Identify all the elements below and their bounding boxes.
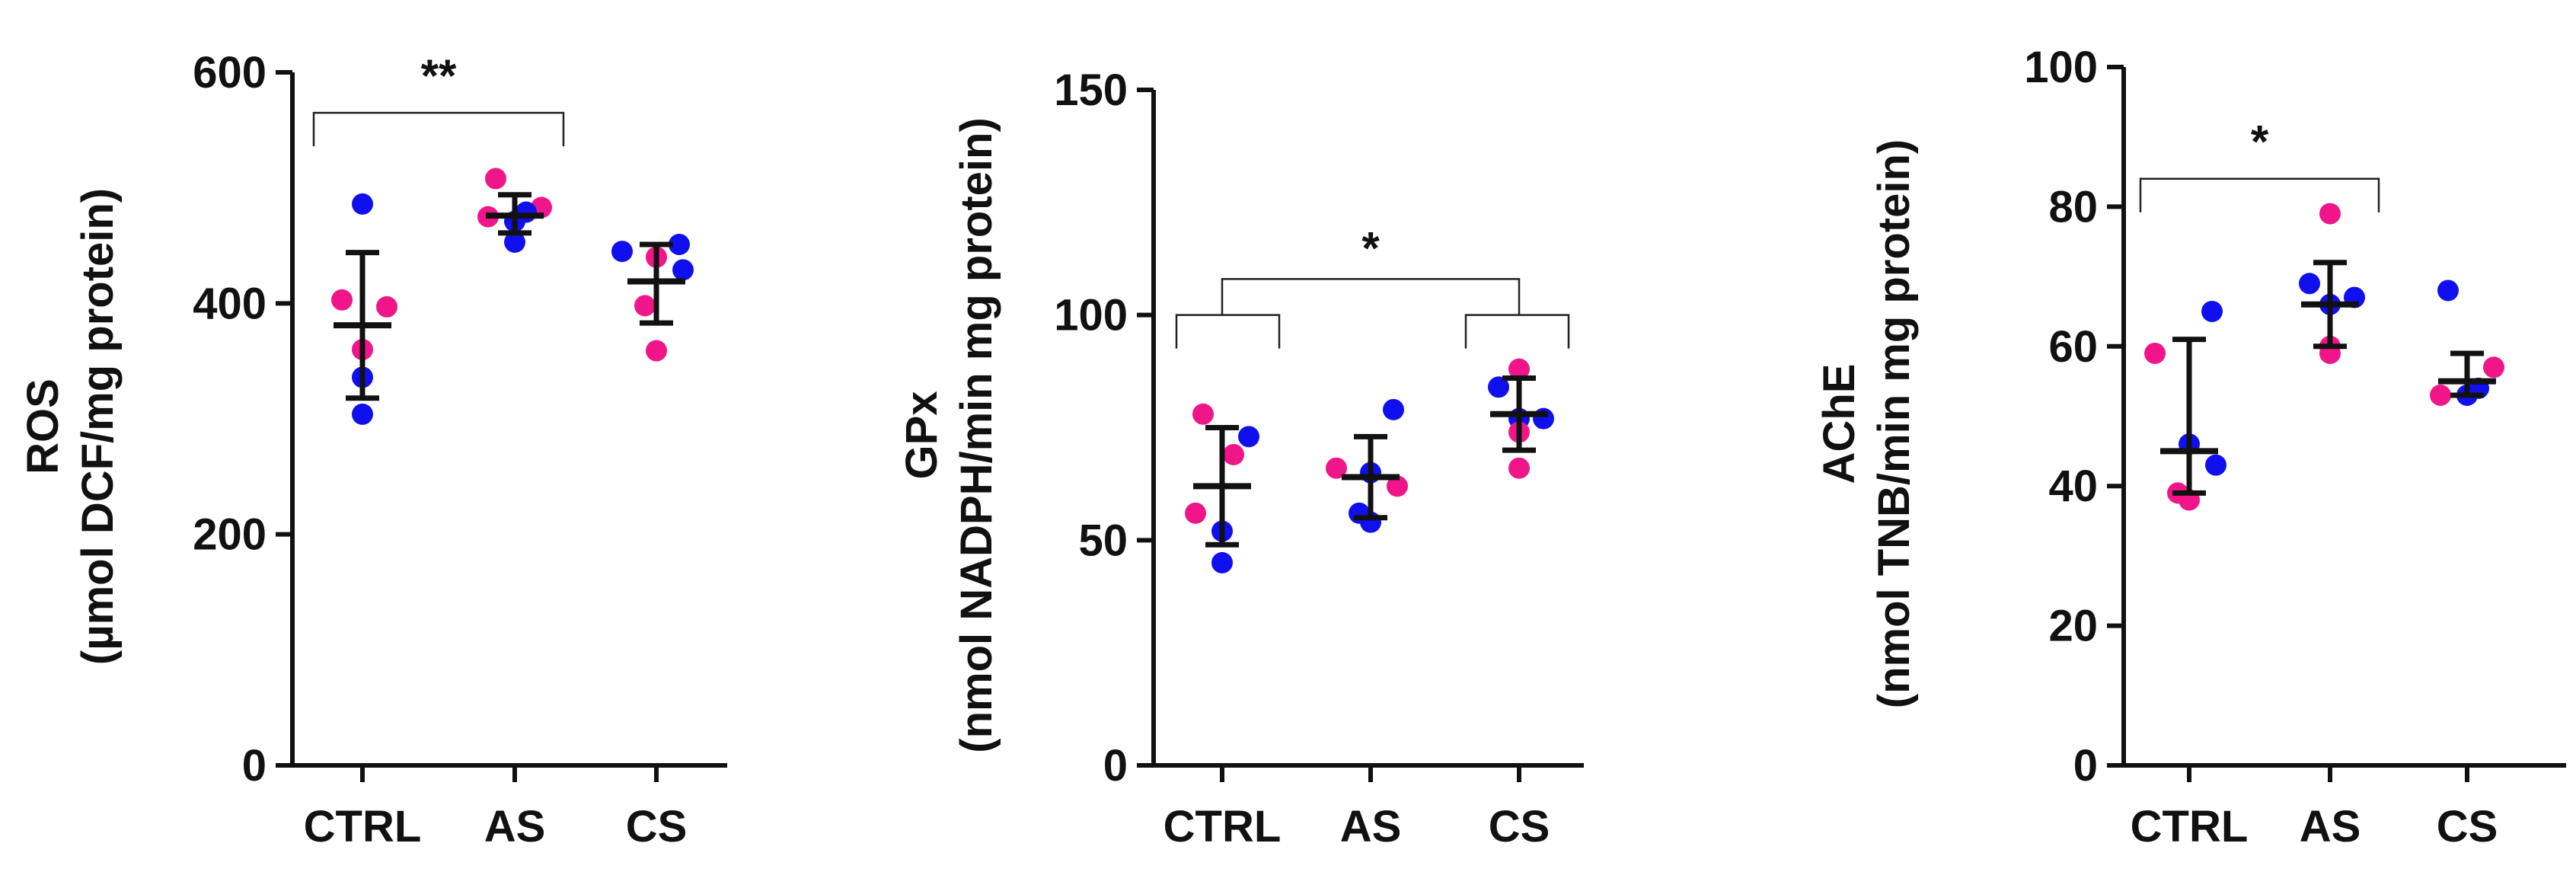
y-tick-label: 400 <box>193 279 267 328</box>
data-point-cs <box>634 295 656 317</box>
y-axis-title: GPx <box>897 391 946 479</box>
data-point-ctrl <box>2144 342 2166 364</box>
x-tick-label-ctrl: CTRL <box>1164 802 1282 851</box>
x-tick-label-as: AS <box>484 802 546 851</box>
data-point-as <box>485 168 506 190</box>
x-tick-label-ctrl: CTRL <box>304 802 422 851</box>
data-point-cs <box>669 233 690 255</box>
data-point-ctrl <box>352 403 373 425</box>
data-point-as <box>2299 273 2320 295</box>
y-tick-label: 0 <box>242 741 267 791</box>
data-point-cs <box>672 259 694 281</box>
data-point-ctrl <box>331 289 353 311</box>
y-tick-label: 80 <box>2048 182 2098 232</box>
significance-label: * <box>2251 117 2269 168</box>
y-axis-units: (nmol NADPH/min mg protein) <box>952 117 1001 753</box>
y-axis-title: ROS <box>18 379 68 474</box>
y-tick-label: 100 <box>2024 43 2098 92</box>
chart-panel-3: 0 20 40 60 80 100 CTRL AS CS AChE (nmol TNB/min mg… <box>1815 43 2566 851</box>
y-tick-label: 150 <box>1054 65 1128 115</box>
x-tick-label-as: AS <box>2300 802 2361 851</box>
significance-bracket-left <box>1175 314 1281 349</box>
y-axis-units: (µmol DCF/mg protein) <box>73 188 123 665</box>
y-tick-label: 100 <box>1054 291 1128 340</box>
y-tick-label: 20 <box>2048 602 2098 651</box>
data-point-as <box>1383 398 1404 420</box>
y-tick-label: 50 <box>1078 516 1128 565</box>
data-point-cs <box>1508 457 1530 479</box>
data-point-ctrl <box>2201 300 2223 322</box>
y-tick-label: 60 <box>2048 322 2098 372</box>
y-tick-label: 600 <box>193 48 267 97</box>
data-point-ctrl <box>1238 426 1259 448</box>
y-tick-label: 0 <box>2073 741 2098 791</box>
significance-label: ** <box>421 50 457 101</box>
data-point-as <box>2319 203 2341 225</box>
data-point-ctrl <box>376 295 397 318</box>
data-point-cs <box>1508 358 1530 380</box>
significance-bracket-outer <box>1221 278 1521 315</box>
data-point-as <box>504 231 525 253</box>
data-point-cs <box>2483 356 2504 379</box>
significance-label: * <box>1361 222 1380 273</box>
x-tick-label-ctrl: CTRL <box>2131 802 2249 851</box>
y-tick-label: 200 <box>193 510 267 560</box>
x-tick-label-cs: CS <box>2437 802 2498 851</box>
y-axis-units: (nmol TNB/min mg protein) <box>1869 139 1919 709</box>
x-tick-label-cs: CS <box>626 802 688 851</box>
data-point-as <box>1387 475 1408 497</box>
data-point-cs <box>1488 376 1509 398</box>
data-point-cs <box>611 241 633 263</box>
y-axis-title: AChE <box>1815 364 1864 484</box>
data-point-cs <box>2430 384 2451 406</box>
data-point-ctrl <box>1192 403 1214 425</box>
x-tick-label-as: AS <box>1340 802 1402 851</box>
data-point-as <box>1326 457 1347 479</box>
y-tick-label: 0 <box>1103 741 1128 791</box>
data-point-ctrl <box>1223 443 1244 465</box>
chart-panel-2: 0 50 100 150 CTRL AS CS GPx (nmol NADPH/min mg p… <box>897 65 1584 851</box>
data-point-ctrl <box>1185 502 1206 524</box>
x-tick-label-cs: CS <box>1489 802 1550 851</box>
data-point-ctrl <box>2205 454 2226 476</box>
significance-bracket <box>2139 177 2380 212</box>
data-point-cs <box>2437 279 2459 302</box>
data-point-ctrl <box>1211 551 1233 573</box>
data-point-ctrl <box>352 193 373 215</box>
y-tick-label: 40 <box>2048 462 2098 511</box>
data-point-cs <box>646 340 667 362</box>
significance-bracket-right <box>1464 314 1570 349</box>
significance-bracket <box>312 111 565 147</box>
chart-panel-1: 0 200 400 600 CTRL AS CS ROS (µmol DCF/mg protei… <box>18 48 727 851</box>
